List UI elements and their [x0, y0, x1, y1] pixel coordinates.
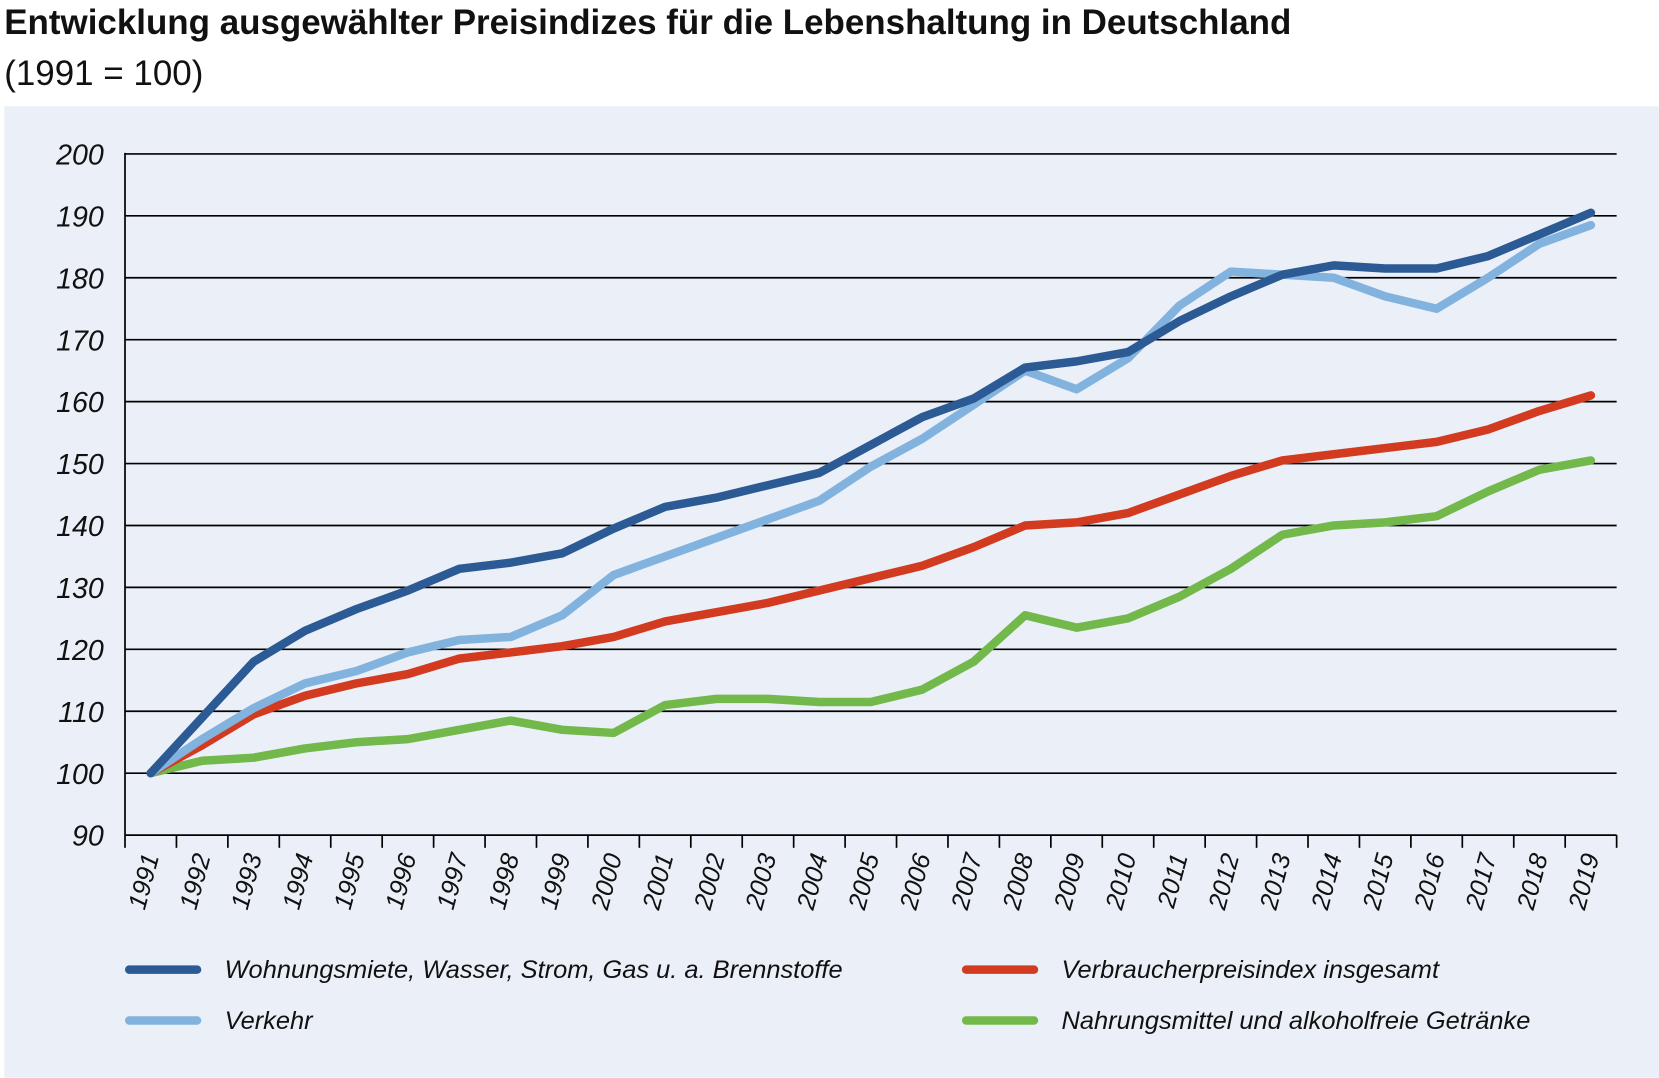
y-tick-label: 90 [72, 821, 104, 853]
series-line [146, 208, 1596, 778]
y-tick-label: 150 [56, 449, 104, 481]
legend-label: Nahrungsmittel und alkoholfreie Getränke [1062, 1007, 1531, 1035]
y-tick-label: 130 [56, 573, 104, 605]
y-tick-label: 140 [56, 511, 104, 543]
y-tick-label: 200 [55, 140, 104, 172]
y-tick-label: 180 [56, 263, 104, 295]
y-tick-label: 100 [56, 759, 104, 791]
y-tick-label: 120 [56, 635, 104, 667]
series-line [146, 456, 1596, 778]
chart-background [4, 106, 1659, 1078]
legend-label: Verkehr [225, 1007, 315, 1035]
series-line [146, 391, 1596, 778]
legend-label: Verbraucherpreisindex insgesamt [1062, 956, 1440, 984]
chart-title: Entwicklung ausgewählter Preisindizes fü… [4, 3, 1291, 42]
chart-subtitle: (1991 = 100) [4, 54, 203, 93]
y-tick-label: 170 [56, 325, 104, 357]
y-tick-label: 160 [56, 387, 104, 419]
y-tick-label: 190 [56, 201, 104, 233]
y-tick-label: 110 [58, 697, 104, 729]
legend-label: Wohnungsmiete, Wasser, Strom, Gas u. a. … [225, 956, 843, 984]
series-line [146, 220, 1596, 778]
